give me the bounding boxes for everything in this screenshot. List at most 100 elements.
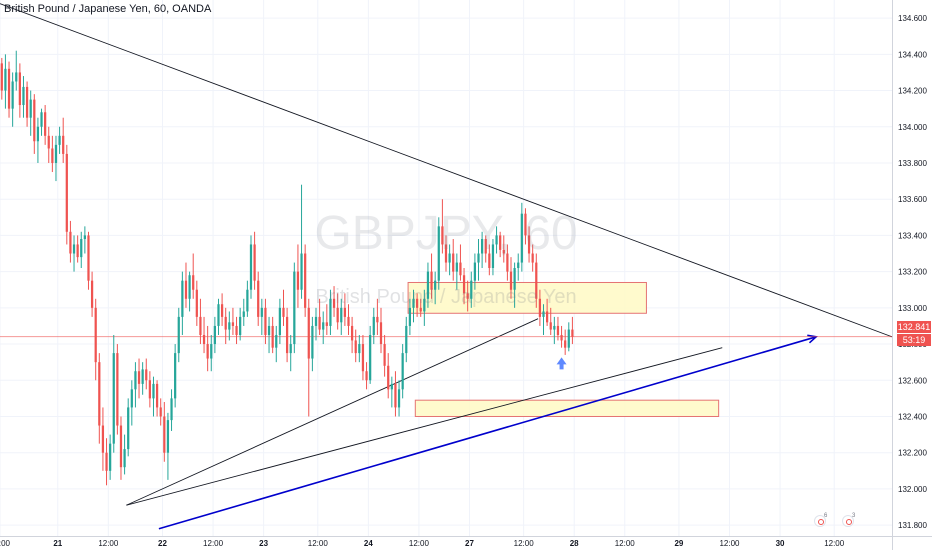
candle-body (430, 271, 433, 290)
time-tick-label: 12:00 (409, 539, 430, 548)
candle-body (235, 325, 238, 335)
price-zone-rectangle (414, 399, 720, 417)
candle-body (65, 153, 68, 232)
candle-body (87, 235, 90, 281)
price-zone-rectangle (407, 281, 647, 314)
candle-body (322, 322, 325, 330)
candle-body (412, 298, 415, 308)
candle-body (4, 68, 7, 91)
candle-body (210, 344, 213, 359)
time-tick-label: 29 (674, 539, 683, 548)
candle-body (116, 353, 119, 426)
candle-body (502, 249, 505, 254)
candle-body (408, 307, 412, 326)
trendline (0, 3, 893, 338)
candle-body (7, 68, 11, 109)
candle-body (332, 298, 336, 308)
candle-body (556, 325, 560, 335)
candle-body (152, 383, 155, 399)
candle-body (18, 72, 21, 106)
candle-body (181, 280, 184, 317)
candle-body (491, 244, 495, 268)
economic-event-icon[interactable] (814, 515, 826, 527)
support-arrow-line (158, 336, 817, 530)
candle-body (130, 389, 133, 408)
candle-body (415, 298, 419, 308)
candle-body (401, 353, 404, 390)
candle-body (195, 289, 198, 317)
candle-body (83, 235, 86, 240)
candle-body (217, 304, 220, 326)
candle-body (441, 226, 444, 245)
candle-body (434, 280, 437, 290)
candle-body (15, 72, 18, 82)
candle-body (80, 239, 83, 258)
candle-body (513, 268, 516, 290)
candle-body (372, 316, 375, 335)
candle-body (480, 239, 484, 254)
candle-body (289, 344, 292, 354)
economic-event-icon[interactable] (842, 515, 854, 527)
candle-body (249, 244, 253, 290)
time-tick-label: 12:00 (824, 539, 845, 548)
candle-body (29, 99, 32, 118)
price-tick-label: 133.200 (898, 268, 927, 277)
candle-body (553, 325, 556, 330)
candle-body (426, 271, 430, 299)
candle-body (307, 307, 310, 359)
time-tick-label: 12:00 (514, 539, 535, 548)
candle-body (267, 325, 271, 335)
time-tick-label: 27 (465, 539, 474, 548)
candle-body (387, 365, 390, 390)
candle-body (499, 235, 502, 250)
candle-body (517, 262, 520, 268)
time-tick-label: 21 (53, 539, 62, 548)
candle-body (329, 298, 332, 326)
time-tick-label: 28 (570, 539, 579, 548)
candle-body (0, 63, 3, 91)
time-tick-label: 12:00 (203, 539, 224, 548)
candle-body (524, 213, 527, 236)
candle-body (571, 329, 574, 337)
price-tick-label: 132.600 (898, 376, 927, 385)
candle-body (325, 322, 328, 326)
time-tick-label: 12:00 (98, 539, 119, 548)
event-count: 6 (824, 513, 828, 519)
candle-body (397, 389, 401, 408)
time-tick-label: 24 (364, 539, 373, 548)
candle-body (36, 126, 40, 142)
candle-body (495, 235, 498, 245)
symbol-title[interactable]: British Pound / Japanese Yen, 60, OANDA (4, 3, 212, 15)
candle-body (231, 322, 235, 326)
candle-body (455, 262, 458, 272)
candle-body (170, 398, 173, 421)
time-tick-label: 22 (158, 539, 167, 548)
candle-body (62, 135, 65, 154)
candle-body (119, 425, 123, 468)
candle-body (69, 231, 72, 254)
candle-body (466, 293, 469, 299)
candle-body (101, 425, 105, 453)
candle-body (109, 443, 112, 471)
price-tick-label: 134.400 (898, 50, 927, 59)
trendline (126, 347, 723, 506)
candle-body (527, 235, 531, 254)
candle-body (11, 81, 14, 109)
candle-body (379, 322, 383, 345)
candle-body (271, 325, 274, 348)
candle-body (72, 244, 76, 254)
candle-body (354, 340, 357, 354)
last-price-label: 132.841 (897, 321, 931, 333)
candle-body (383, 344, 386, 366)
candle-body (40, 112, 43, 127)
candle-body (123, 449, 126, 468)
candle-body (437, 226, 440, 281)
candle-body (246, 289, 249, 312)
candle-body (535, 262, 538, 299)
candle-body (257, 280, 260, 317)
candle-body (549, 322, 552, 330)
candle-body (293, 271, 296, 345)
candle-body (145, 369, 148, 381)
